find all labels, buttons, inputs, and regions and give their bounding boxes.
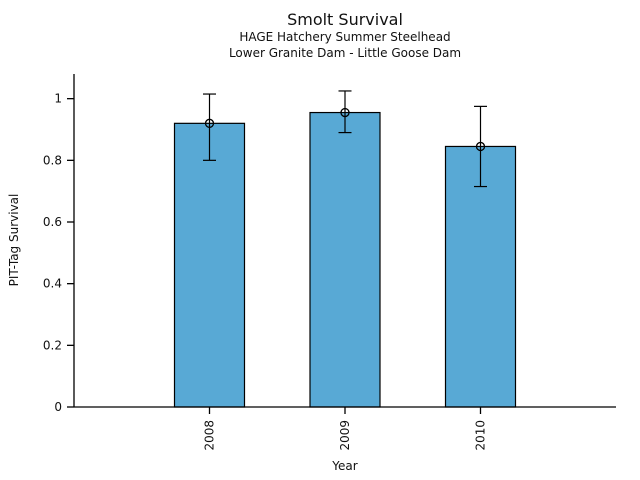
- y-tick-label: 0: [54, 400, 62, 414]
- x-tick-label: 2009: [338, 420, 352, 451]
- y-tick-label: 0.6: [43, 215, 62, 229]
- x-tick-label: 2010: [474, 420, 488, 451]
- y-tick-label: 0.4: [43, 277, 62, 291]
- x-axis-label: Year: [332, 459, 358, 473]
- y-tick-label: 0.2: [43, 338, 62, 352]
- y-tick-label: 1: [54, 92, 62, 106]
- chart-subtitle-line1: HAGE Hatchery Summer Steelhead: [239, 30, 451, 44]
- chart-subtitle-line2: Lower Granite Dam - Little Goose Dam: [228, 45, 462, 60]
- y-tick-label: 0.8: [43, 153, 62, 167]
- y-axis-label: PIT-Tag Survival: [7, 193, 21, 287]
- point-marker-2009: [340, 107, 350, 118]
- bar-2008: [173, 122, 246, 408]
- chart-title: Smolt Survival: [287, 10, 403, 29]
- bar-2009: [309, 111, 381, 408]
- point-marker-2010: [475, 141, 486, 152]
- x-tick-label: 2008: [203, 420, 217, 451]
- chart-title-block: Smolt Survival HAGE Hatchery Summer Stee…: [74, 0, 616, 60]
- point-marker-2008: [204, 118, 215, 128]
